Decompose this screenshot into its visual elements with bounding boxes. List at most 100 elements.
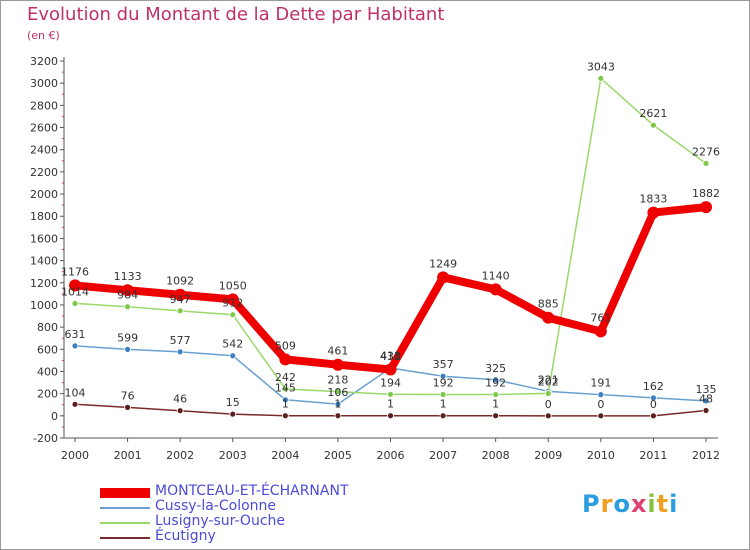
data-label: 194 <box>380 376 401 389</box>
x-tick-label: 2002 <box>166 449 194 462</box>
data-point <box>702 397 710 405</box>
y-tick-label: 800 <box>37 321 58 334</box>
data-label: 631 <box>65 328 86 341</box>
data-point <box>492 391 500 398</box>
data-label: 76 <box>121 389 135 402</box>
data-point <box>226 293 239 306</box>
data-point <box>124 403 131 411</box>
data-label: 106 <box>327 386 348 399</box>
y-tick-label: -200 <box>33 432 58 445</box>
data-label: 1092 <box>166 275 194 288</box>
data-label: 1882 <box>692 187 720 200</box>
data-point <box>384 363 397 376</box>
y-tick-label: 200 <box>37 388 58 401</box>
data-label: 202 <box>538 375 559 388</box>
data-label: 3043 <box>587 60 615 73</box>
data-point <box>279 353 292 366</box>
data-point <box>334 412 342 420</box>
data-point <box>387 390 394 398</box>
data-label: 1249 <box>429 257 457 270</box>
y-tick-label: 1800 <box>30 210 58 223</box>
y-tick-label: 3200 <box>30 55 58 68</box>
data-point <box>492 412 500 420</box>
legend-swatch <box>100 522 150 524</box>
data-point <box>176 348 184 356</box>
data-label: 46 <box>173 393 187 406</box>
data-label: 1014 <box>61 285 89 298</box>
data-label: 145 <box>275 382 296 395</box>
logo-letter: r <box>600 490 614 518</box>
data-label: 542 <box>222 338 243 351</box>
data-label: 104 <box>65 386 86 399</box>
x-tick-label: 2011 <box>639 449 667 462</box>
x-tick-label: 2010 <box>587 449 615 462</box>
data-point <box>597 412 605 420</box>
data-label: 192 <box>433 377 454 390</box>
data-point <box>281 385 289 393</box>
data-point <box>489 283 502 296</box>
data-label: 1 <box>334 398 341 411</box>
data-label: 418 <box>380 349 401 362</box>
y-tick-label: 2600 <box>30 122 58 135</box>
data-label: 509 <box>275 339 296 352</box>
data-label: 191 <box>590 377 611 390</box>
data-point <box>597 391 605 399</box>
data-label: 599 <box>117 331 138 344</box>
y-tick-label: 400 <box>37 365 58 378</box>
logo-letter: t <box>656 490 670 518</box>
x-tick-label: 2012 <box>692 449 720 462</box>
data-point <box>176 407 184 415</box>
data-point <box>439 412 447 420</box>
data-point <box>544 390 552 397</box>
data-label: 0 <box>545 398 552 411</box>
data-point <box>702 407 710 414</box>
data-point <box>229 311 237 319</box>
data-label: 0 <box>650 398 657 411</box>
data-point <box>176 307 184 315</box>
series-line <box>74 77 707 396</box>
data-label: 242 <box>275 371 296 384</box>
data-point <box>439 372 447 380</box>
data-label: 1833 <box>639 193 667 206</box>
data-label: 577 <box>170 334 191 347</box>
data-point <box>71 400 79 408</box>
data-point <box>281 412 289 420</box>
data-label: 1 <box>387 398 394 411</box>
data-point <box>387 412 394 420</box>
data-label: 761 <box>590 311 611 324</box>
data-label: 1 <box>492 398 499 411</box>
data-label: 885 <box>538 298 559 311</box>
data-label: 1 <box>440 398 447 411</box>
data-label: 2276 <box>692 145 720 158</box>
logo-letter: x <box>630 490 648 518</box>
data-point <box>439 391 447 398</box>
y-tick-label: 2400 <box>30 144 58 157</box>
data-point <box>229 352 237 360</box>
logo-letter: i <box>669 490 679 518</box>
proxiti-logo: Proxiti <box>582 490 678 518</box>
data-label: 15 <box>226 396 240 409</box>
data-point <box>71 299 79 307</box>
data-label: 2621 <box>639 107 667 120</box>
data-label: 1133 <box>114 270 142 283</box>
x-tick-label: 2004 <box>271 449 299 462</box>
data-point <box>69 279 81 292</box>
data-point <box>124 303 131 311</box>
y-tick-label: 2000 <box>30 188 58 201</box>
data-label: 357 <box>433 358 454 371</box>
legend-label: Lusigny-sur-Ouche <box>155 513 286 529</box>
legend-label: Cussy-la-Colonne <box>155 498 277 514</box>
data-point <box>650 121 657 129</box>
data-point <box>650 394 657 402</box>
data-label: 192 <box>485 377 506 390</box>
data-label: 1050 <box>219 279 247 292</box>
x-tick-label: 2007 <box>429 449 457 462</box>
y-tick-label: 600 <box>37 343 58 356</box>
data-point <box>647 206 660 219</box>
x-tick-label: 2003 <box>219 449 247 462</box>
data-point <box>174 288 187 301</box>
data-label: 912 <box>222 297 243 310</box>
x-tick-label: 2005 <box>324 449 352 462</box>
legend-swatch <box>100 537 150 539</box>
